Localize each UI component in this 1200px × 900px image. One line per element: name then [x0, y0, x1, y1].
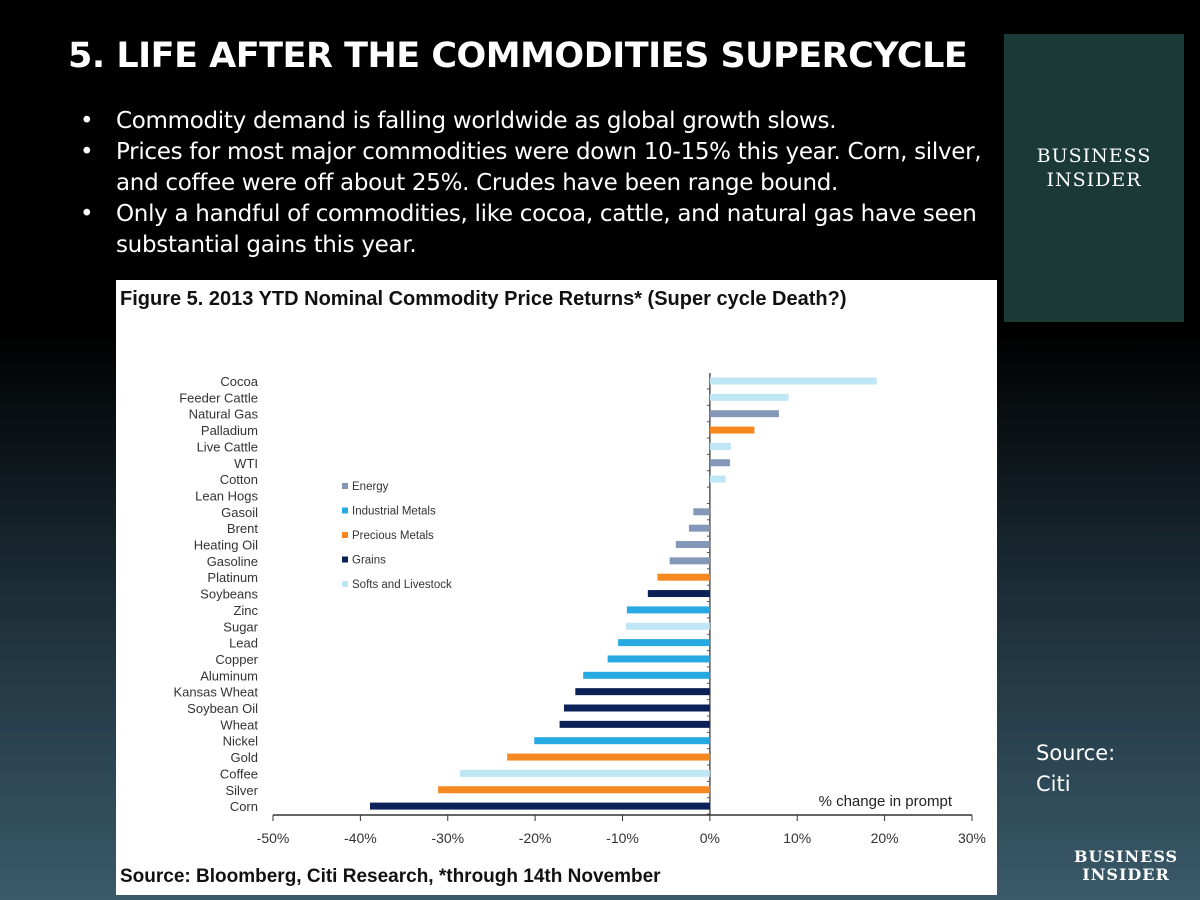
category-label: Nickel	[223, 734, 259, 749]
legend-label: Softs and Livestock	[352, 579, 452, 591]
bar-corn	[369, 802, 710, 810]
category-label: Lead	[229, 636, 258, 651]
x-tick-label: -50%	[257, 830, 290, 846]
category-label: Platinum	[207, 570, 258, 585]
category-label: Soybeans	[200, 587, 258, 602]
bar-gasoline	[669, 557, 710, 565]
bar-lead	[618, 639, 710, 647]
slide-title: 5. LIFE AFTER THE COMMODITIES SUPERCYCLE	[68, 36, 968, 76]
bar-copper	[607, 655, 710, 663]
x-tick-label: 30%	[958, 830, 986, 846]
x-tick-label: -20%	[519, 830, 552, 846]
legend-label: Grains	[352, 555, 386, 567]
legend-swatch	[342, 507, 348, 514]
category-label: Sugar	[223, 619, 258, 634]
bar-live-cattle	[709, 442, 731, 450]
bullet-item: Prices for most major commodities were d…	[78, 137, 998, 199]
category-label: Natural Gas	[189, 407, 259, 422]
bar-wti	[709, 459, 730, 467]
chart-title: Figure 5. 2013 YTD Nominal Commodity Pri…	[120, 288, 847, 310]
bar-soybeans	[647, 590, 710, 598]
legend-swatch	[342, 532, 348, 538]
category-label: Gasoline	[207, 554, 258, 569]
bar-gasoil	[693, 508, 710, 516]
x-tick-label: 20%	[871, 830, 899, 846]
source-label: Source:	[1036, 741, 1116, 765]
category-label: Gasoil	[221, 505, 258, 520]
bar-heating-oil	[675, 541, 710, 548]
category-label: Aluminum	[200, 668, 258, 683]
category-label: Cocoa	[220, 374, 258, 389]
bar-brent	[688, 524, 710, 532]
category-label: WTI	[234, 456, 258, 471]
category-label: Lean Hogs	[195, 488, 258, 503]
x-tick-label: 0%	[700, 830, 720, 846]
bar-gold	[507, 753, 710, 761]
bar-cotton	[709, 475, 726, 483]
bar-palladium	[709, 426, 755, 434]
category-label: Kansas Wheat	[173, 685, 258, 700]
bar-coffee	[459, 769, 710, 777]
bullet-item: Commodity demand is falling worldwide as…	[78, 106, 998, 137]
bullet-list: Commodity demand is falling worldwide as…	[78, 106, 998, 261]
category-label: Feeder Cattle	[179, 390, 258, 405]
bar-wheat	[559, 720, 710, 728]
category-label: Brent	[227, 521, 258, 536]
category-label: Coffee	[220, 766, 258, 781]
x-tick-label: -10%	[606, 830, 639, 846]
source-value: Citi	[1036, 772, 1071, 796]
bar-zinc	[626, 606, 710, 614]
bar-nickel	[534, 737, 710, 745]
bar-platinum	[657, 573, 710, 581]
bar-soybean-oil	[563, 704, 710, 712]
business-insider-watermark: BUSINESS INSIDER	[1074, 847, 1179, 884]
bar-aluminum	[583, 671, 710, 679]
x-tick-label: -30%	[431, 830, 464, 846]
category-label: Heating Oil	[194, 538, 258, 553]
bullet-item: Only a handful of commodities, like coco…	[78, 199, 998, 261]
source-note: Source: Citi	[1036, 738, 1115, 800]
category-label: Gold	[231, 750, 258, 765]
business-insider-logo: BUSINESS INSIDER	[1036, 145, 1152, 191]
category-label: Palladium	[201, 423, 258, 438]
legend-swatch	[342, 581, 348, 587]
bar-kansas-wheat	[575, 688, 710, 696]
category-label: Corn	[230, 799, 258, 814]
x-tick-label: -40%	[344, 830, 377, 846]
category-label: Zinc	[233, 603, 258, 618]
business-insider-logo-box: BUSINESS INSIDER	[1004, 34, 1184, 322]
bar-natural-gas	[709, 410, 779, 418]
category-label: Cotton	[220, 472, 258, 487]
bar-sugar	[625, 622, 710, 630]
category-label: Live Cattle	[197, 439, 258, 454]
x-tick-label: 10%	[783, 830, 811, 846]
legend-swatch	[342, 556, 348, 563]
category-label: Silver	[225, 783, 258, 798]
chart-footnote: Source: Bloomberg, Citi Research, *throu…	[120, 866, 661, 887]
bar-feeder-cattle	[709, 393, 789, 401]
x-axis-label: % change in prompt	[819, 793, 953, 810]
chart-figure: Figure 5. 2013 YTD Nominal Commodity Pri…	[116, 280, 997, 895]
legend-label: Energy	[352, 481, 389, 493]
category-label: Copper	[215, 652, 258, 667]
bar-cocoa	[709, 377, 877, 385]
category-label: Wheat	[220, 717, 258, 732]
legend-swatch	[342, 483, 348, 489]
legend-label: Industrial Metals	[352, 506, 436, 518]
bar-silver	[438, 786, 710, 794]
category-label: Soybean Oil	[187, 701, 258, 716]
legend-label: Precious Metals	[352, 530, 434, 542]
